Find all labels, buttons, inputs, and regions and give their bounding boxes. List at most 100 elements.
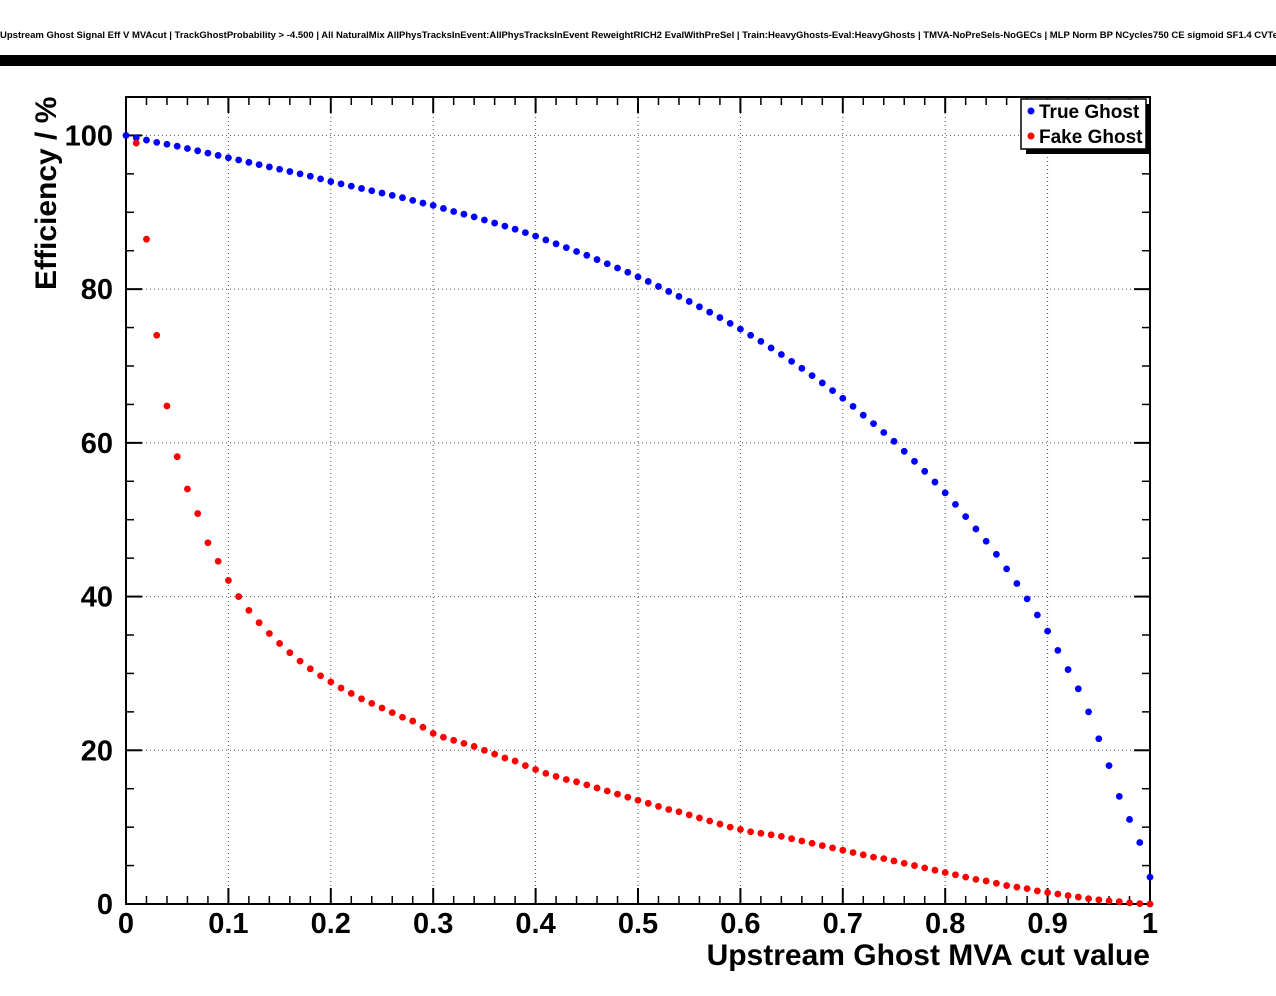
data-point bbox=[982, 537, 990, 545]
data-point bbox=[1003, 882, 1011, 889]
data-point bbox=[808, 839, 816, 847]
data-point bbox=[675, 808, 683, 816]
data-point bbox=[296, 170, 304, 178]
data-point bbox=[368, 187, 376, 195]
data-point bbox=[358, 695, 365, 703]
data-point bbox=[624, 793, 632, 801]
data-point bbox=[399, 194, 406, 202]
data-point bbox=[194, 510, 202, 517]
data-point bbox=[931, 866, 939, 874]
x-tick-label: 0.8 bbox=[925, 908, 965, 940]
data-point bbox=[429, 729, 437, 737]
x-tick-label: 0 bbox=[118, 908, 134, 940]
data-point bbox=[1054, 890, 1062, 898]
plot-title: Upstream Ghost Signal Eff V MVAcut | Tra… bbox=[0, 30, 1276, 41]
data-point bbox=[870, 420, 877, 428]
data-point bbox=[532, 766, 539, 773]
data-point bbox=[941, 869, 949, 876]
data-point bbox=[644, 799, 652, 807]
data-point bbox=[327, 178, 335, 185]
data-point bbox=[255, 619, 263, 627]
data-point bbox=[1023, 595, 1031, 603]
data-point bbox=[1105, 897, 1113, 905]
data-point bbox=[921, 467, 929, 475]
data-point bbox=[798, 364, 806, 372]
data-point bbox=[337, 684, 345, 692]
data-point bbox=[993, 550, 1000, 558]
data-point bbox=[757, 829, 765, 837]
data-point bbox=[204, 149, 212, 157]
data-points bbox=[122, 132, 1154, 908]
data-point bbox=[347, 182, 355, 190]
data-point bbox=[716, 820, 724, 828]
data-point bbox=[194, 147, 202, 155]
data-point bbox=[286, 649, 294, 657]
legend-label-true-ghost: True Ghost bbox=[1039, 102, 1140, 123]
data-point bbox=[399, 713, 406, 721]
data-point bbox=[460, 210, 468, 218]
data-point bbox=[880, 429, 888, 436]
x-tick-label: 0.4 bbox=[515, 908, 555, 940]
data-point bbox=[562, 776, 570, 783]
data-point bbox=[1023, 885, 1031, 893]
data-point bbox=[583, 251, 591, 259]
data-point bbox=[491, 219, 499, 227]
x-tick-label: 0.5 bbox=[618, 908, 658, 940]
data-point bbox=[829, 844, 836, 852]
x-tick-label: 0.6 bbox=[720, 908, 760, 940]
data-point bbox=[911, 457, 918, 465]
data-point bbox=[511, 225, 519, 233]
data-point bbox=[542, 769, 550, 777]
data-point bbox=[470, 213, 478, 221]
data-point bbox=[1044, 889, 1051, 896]
data-point bbox=[552, 773, 560, 780]
data-point bbox=[276, 165, 283, 173]
data-point bbox=[788, 835, 795, 843]
data-point bbox=[1146, 873, 1154, 881]
legend-label-fake-ghost: Fake Ghost bbox=[1039, 127, 1143, 148]
data-point bbox=[204, 539, 212, 547]
data-point bbox=[1085, 708, 1092, 716]
data-point bbox=[849, 402, 857, 410]
data-point bbox=[900, 859, 908, 867]
legend-box bbox=[1020, 98, 1147, 150]
series-true-ghost bbox=[122, 132, 1154, 881]
data-point bbox=[1095, 735, 1103, 743]
data-point bbox=[1136, 900, 1144, 908]
data-point bbox=[265, 163, 273, 171]
data-point bbox=[583, 781, 591, 789]
x-tick-label: 0.1 bbox=[208, 908, 248, 940]
data-point bbox=[798, 837, 806, 845]
data-point bbox=[132, 139, 140, 147]
data-point bbox=[1013, 580, 1021, 587]
data-point bbox=[696, 303, 703, 311]
y-tick-label: 60 bbox=[81, 428, 113, 460]
data-point bbox=[931, 478, 939, 486]
legend-marker-true-ghost bbox=[1027, 107, 1035, 115]
data-point bbox=[358, 185, 365, 192]
data-point bbox=[450, 736, 458, 744]
data-point bbox=[460, 739, 468, 747]
data-point bbox=[481, 216, 488, 224]
data-point bbox=[306, 665, 314, 673]
data-point bbox=[808, 372, 816, 380]
axis-ticks bbox=[125, 97, 1151, 905]
data-point bbox=[972, 876, 980, 883]
data-point bbox=[1054, 646, 1062, 654]
data-point bbox=[214, 557, 222, 565]
data-point bbox=[1074, 893, 1082, 901]
data-point bbox=[1003, 565, 1011, 573]
data-point bbox=[163, 402, 171, 410]
y-tick-label: 20 bbox=[81, 735, 113, 767]
data-point bbox=[419, 723, 427, 731]
data-point bbox=[685, 811, 693, 819]
data-point bbox=[1105, 762, 1113, 770]
x-tick-label: 0.7 bbox=[823, 908, 863, 940]
data-point bbox=[593, 256, 601, 263]
data-point bbox=[153, 331, 161, 339]
data-point bbox=[644, 278, 652, 285]
data-point bbox=[890, 857, 898, 865]
legend: True Ghost Fake Ghost bbox=[1020, 98, 1151, 154]
data-point bbox=[941, 489, 949, 497]
